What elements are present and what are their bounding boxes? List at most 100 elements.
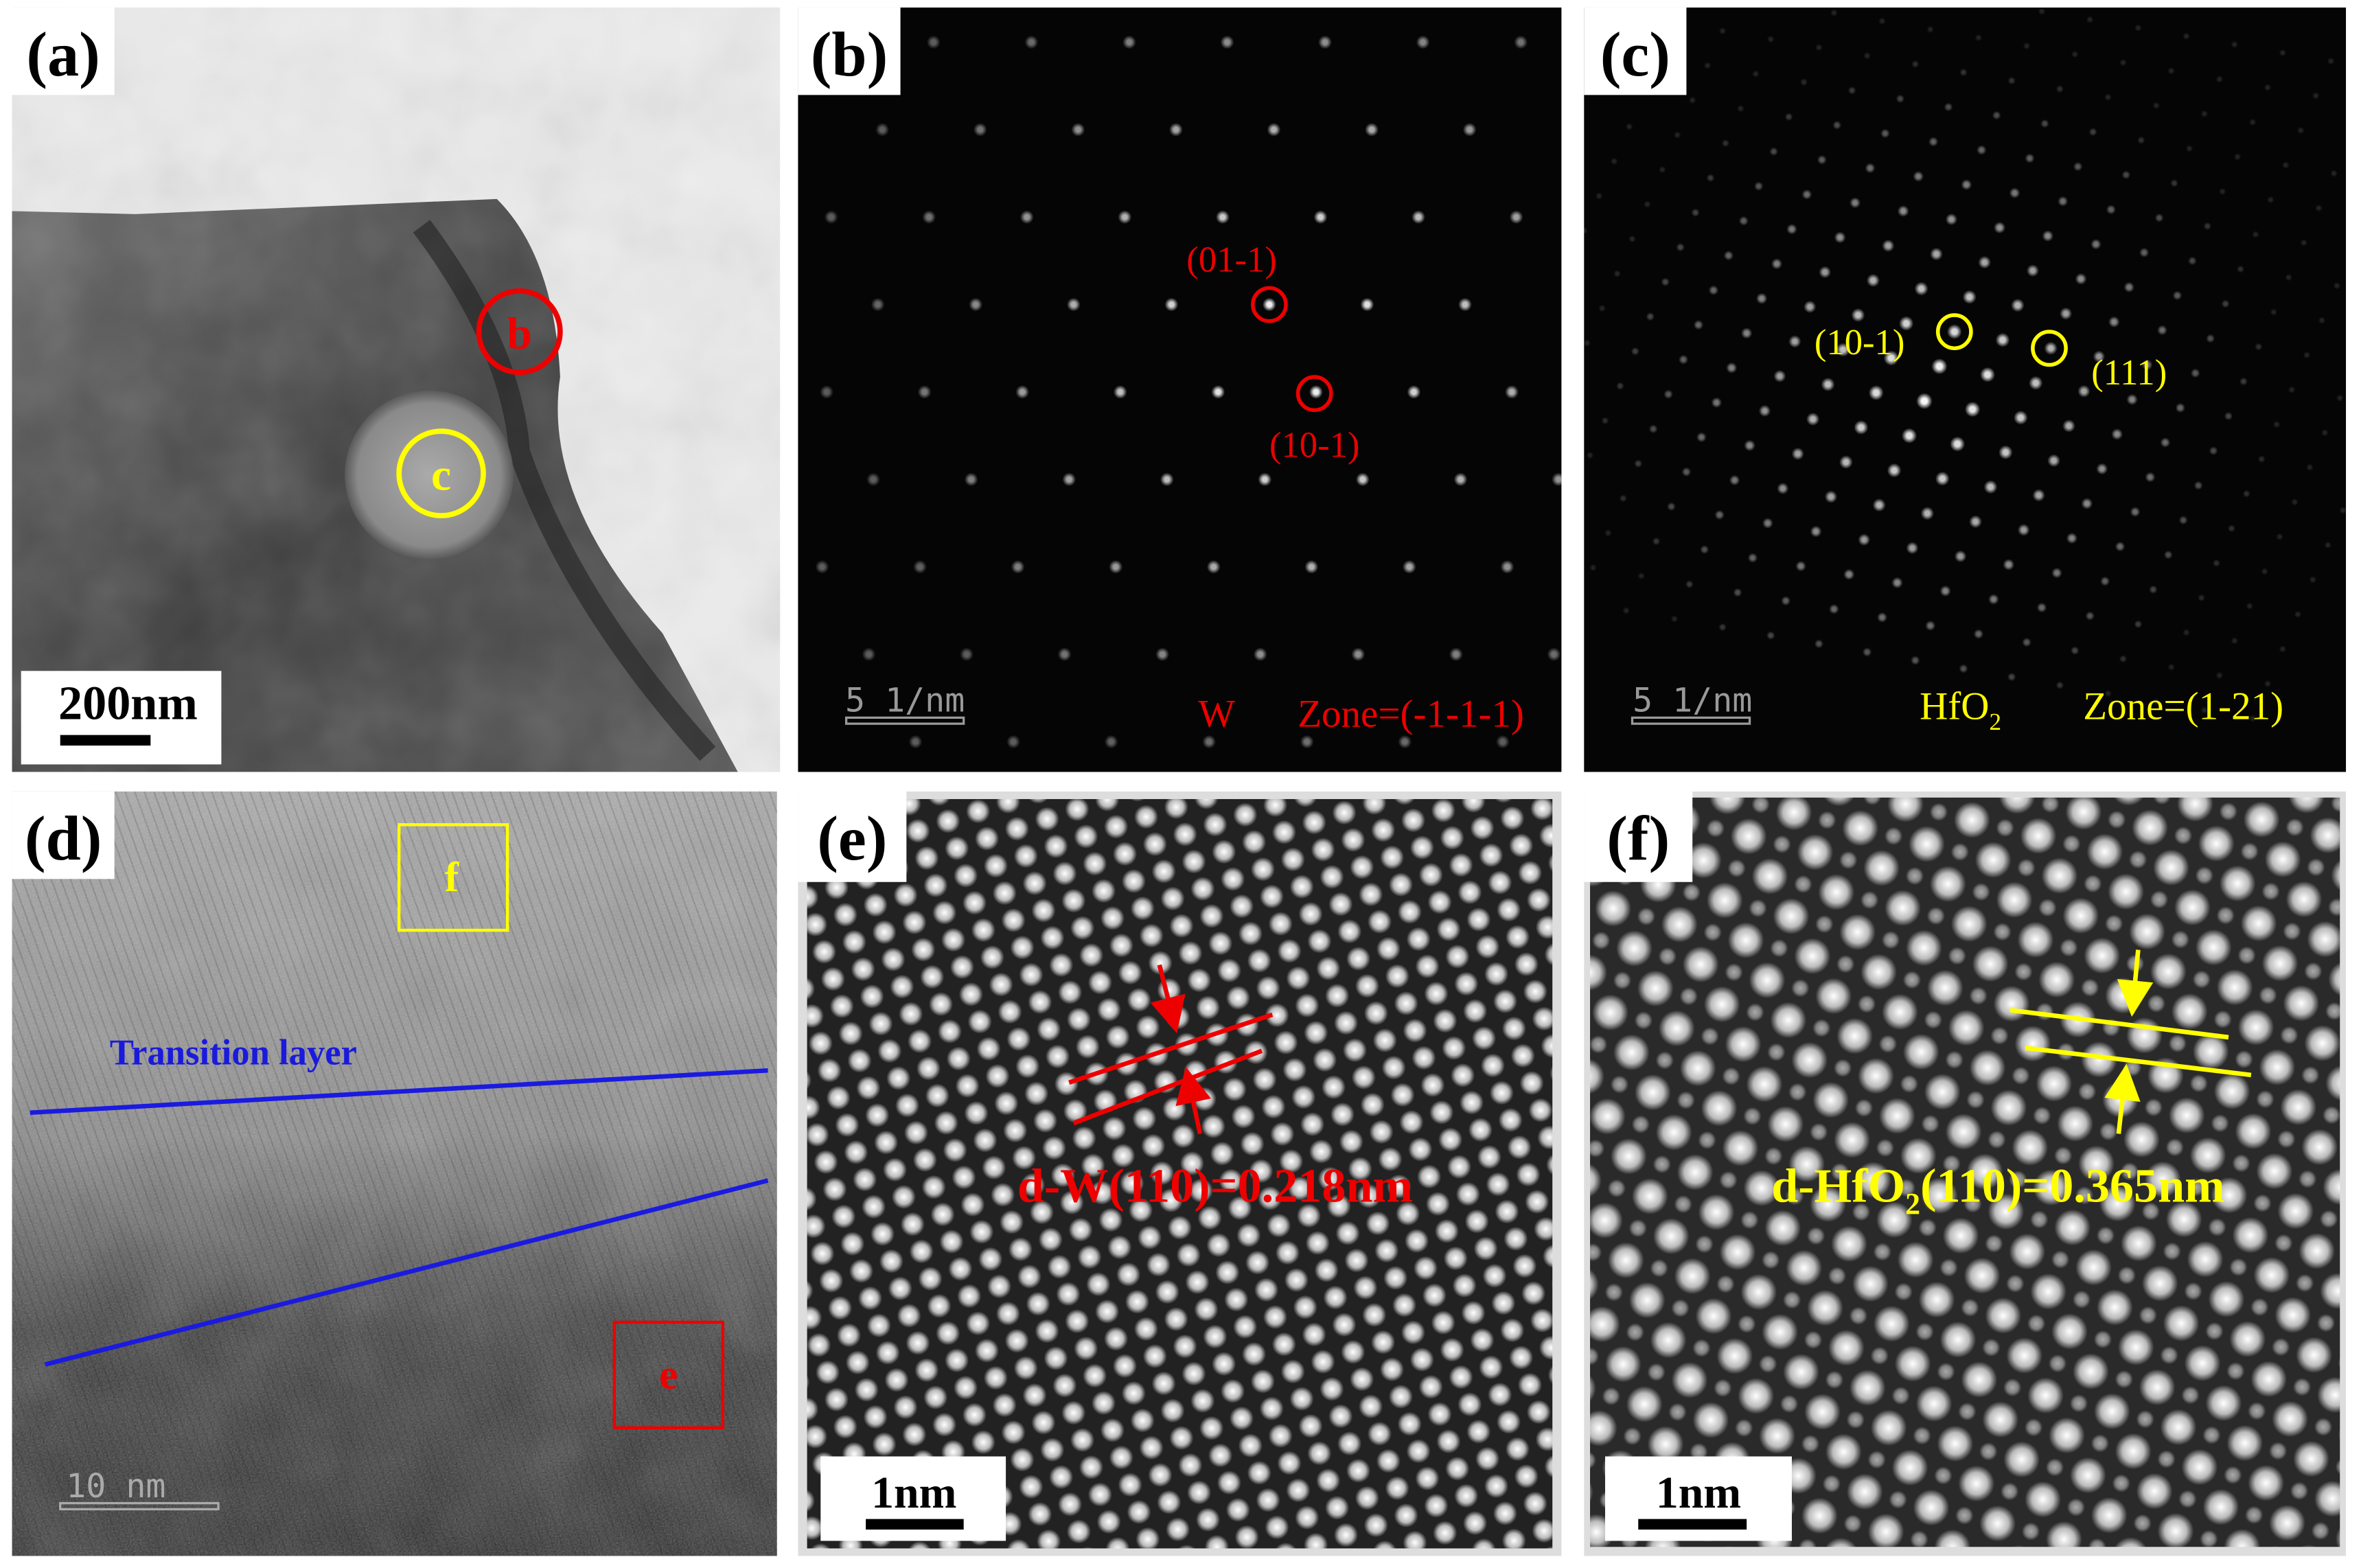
diffraction-spot (2279, 645, 2287, 653)
marker-circle (2031, 330, 2068, 367)
diffraction-spot (1628, 235, 1636, 243)
diffraction-spot (1747, 553, 1758, 563)
diffraction-spot (1830, 9, 1838, 16)
diffraction-spot (1206, 560, 1221, 574)
diffraction-spot (2272, 420, 2281, 428)
diffraction-spot (2115, 541, 2126, 552)
diffraction-spot (815, 560, 829, 574)
spot-label: (01-1) (1186, 240, 1277, 279)
diffraction-spot (1398, 735, 1412, 749)
diffraction-spot (1977, 145, 1987, 155)
diffraction-spot (2224, 411, 2233, 421)
diffraction-spot (2185, 145, 2193, 152)
diffraction-spot (1945, 213, 1958, 226)
diffraction-spot (2178, 516, 2188, 525)
panel-label: (e) (817, 803, 887, 873)
diffraction-spot (1718, 623, 1727, 632)
diffraction-spot (2246, 602, 2254, 610)
diffraction-spot (2126, 393, 2138, 406)
label-box (12, 791, 115, 879)
scale-label: 10 nm (66, 1467, 165, 1506)
diffraction-spot (1824, 490, 1838, 503)
diffraction-spot (2330, 170, 2338, 177)
diffraction-spot (2267, 196, 2274, 204)
diffraction-spot (2175, 402, 2186, 413)
diffraction-spot (2279, 49, 2287, 57)
diffraction-spot (2233, 153, 2242, 161)
diffraction-spot (1057, 647, 1072, 662)
diffraction-spot (1652, 537, 1661, 546)
diffraction-spot (1015, 385, 1030, 399)
diffraction-spot (1868, 385, 1884, 401)
diffraction-spot (1969, 515, 1982, 529)
diffraction-spot (2088, 128, 2097, 137)
marker-circle (396, 428, 486, 518)
diffraction-spot (1973, 629, 1984, 639)
diffraction-spot (1954, 550, 1967, 563)
diffraction-spot (1795, 560, 1806, 572)
diffraction-spot (1071, 122, 1085, 137)
spacing-label: d-HfO2(110)=0.365nm (1771, 1159, 2224, 1221)
diffraction-spot (1598, 304, 1606, 312)
diffraction-spot (2071, 50, 2079, 58)
diffraction-spot (2242, 489, 2250, 498)
diffraction-spot (1663, 389, 1673, 400)
diffraction-spot (2077, 384, 2091, 398)
diffraction-spot (1309, 385, 1323, 399)
diffraction-spot (1847, 86, 1856, 95)
marker-circle (1935, 313, 1973, 351)
diffraction-spot (1646, 312, 1655, 321)
diffraction-spot (1755, 292, 1768, 305)
diffraction-spot (1685, 580, 1694, 588)
diffraction-spot (1737, 104, 1744, 113)
diffraction-spot (1999, 445, 2013, 460)
phase-text: HfO (1920, 685, 1989, 728)
diffraction-spot (1066, 297, 1081, 312)
diffraction-spot (1800, 78, 1808, 87)
marker-circle (1295, 375, 1333, 413)
dark-band (413, 220, 716, 761)
panel-c: (10-1) (111) 5 1/nm HfO2 Zone=(1-21) (c) (1584, 7, 2347, 772)
diffraction-spot (2294, 610, 2302, 619)
boundary-line (44, 1178, 769, 1367)
diffraction-spot (1622, 607, 1631, 614)
diffraction-spot (2055, 84, 2064, 93)
diffraction-spot (2339, 507, 2347, 514)
diffraction-spot (1547, 647, 1561, 662)
diffraction-spot (1109, 560, 1123, 574)
diffraction-spot (2167, 67, 2175, 75)
diffraction-spot (1416, 35, 1430, 49)
diffraction-spot (1878, 17, 1886, 25)
diffraction-spot (1006, 735, 1020, 749)
diffraction-spot (1300, 735, 1314, 749)
diffraction-spot (2218, 187, 2226, 196)
diffraction-spot (2075, 273, 2087, 285)
scale-label: 200nm (58, 677, 198, 730)
diffraction-spot (1928, 137, 1939, 147)
annotation: b (507, 308, 532, 358)
diffraction-spot (2152, 697, 2161, 706)
diffraction-spot (2170, 178, 2178, 187)
diffraction-spot (1693, 320, 1704, 330)
diffraction-spot (1950, 436, 1966, 452)
scale-label: 5 1/nm (845, 682, 965, 720)
diffraction-spot (1613, 270, 1621, 278)
diffraction-spot (2190, 368, 2200, 378)
diffraction-spot (2070, 646, 2080, 655)
diffraction-spot (2023, 42, 2031, 50)
diffraction-spot (2163, 550, 2173, 560)
diffraction-spot (908, 735, 923, 749)
diffraction-spot (2066, 532, 2078, 544)
scale-bar (59, 1501, 220, 1510)
diffraction-spot (1906, 542, 1919, 555)
diffraction-spot (1962, 290, 1977, 304)
diffraction-spot (2073, 161, 2083, 172)
diffraction-spot (1897, 205, 1909, 217)
diffraction-spot (1961, 179, 1972, 190)
diffraction-spot (1351, 647, 1366, 662)
diffraction-spot (1801, 189, 1812, 200)
diffraction-spot (2200, 706, 2209, 714)
diffraction-spot (1164, 297, 1179, 312)
diffraction-spot (2261, 568, 2268, 575)
diffraction-spot (1740, 327, 1753, 339)
